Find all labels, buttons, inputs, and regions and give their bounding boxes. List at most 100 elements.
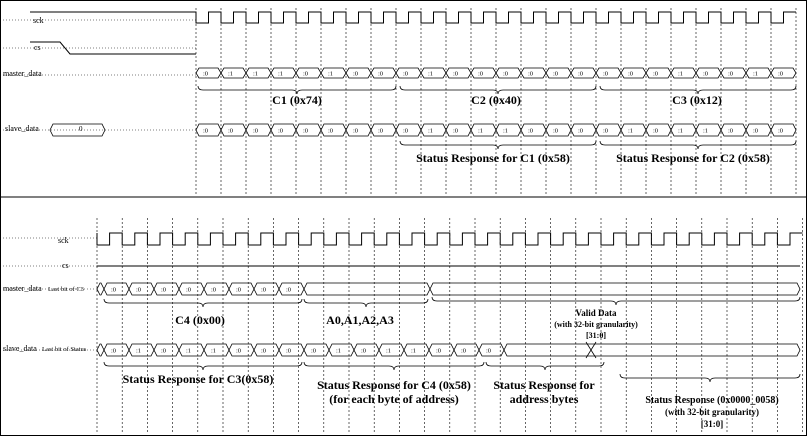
data-bit: :0	[186, 287, 191, 294]
data-cell	[253, 343, 280, 357]
data-cell	[128, 282, 155, 296]
data-cell	[428, 343, 455, 357]
data-bit: :1	[428, 128, 433, 135]
bottom-slave-prev-cell	[96, 343, 105, 357]
brace-status-c1	[399, 140, 597, 150]
data-cell	[353, 343, 380, 357]
data-bit: :0	[603, 71, 608, 78]
data-bit: :0	[653, 71, 658, 78]
data-cell	[228, 343, 255, 357]
data-cell	[345, 67, 372, 79]
label-c3: C3 (0x12)	[672, 93, 722, 107]
top-sck-label: sck	[33, 16, 44, 25]
data-cell	[245, 67, 272, 79]
data-bit: :0	[403, 71, 408, 78]
label-status-c4-2: (for each byte of address)	[329, 392, 459, 406]
bottom-master-valid-cell	[429, 282, 801, 296]
data-cell	[645, 67, 672, 79]
data-bit: :0	[528, 71, 533, 78]
data-bit: :1	[478, 128, 483, 135]
data-cell	[270, 67, 297, 79]
data-cell	[620, 67, 647, 79]
grid-lines	[0, 8, 803, 432]
label-status-c2: Status Response for C2 (0x58)	[616, 151, 770, 165]
data-cell	[103, 343, 130, 357]
data-bit: :0	[453, 71, 458, 78]
data-cell	[695, 123, 722, 137]
top-cs-waveform	[30, 41, 196, 55]
data-bit: :0	[253, 128, 258, 135]
data-cell	[278, 282, 305, 296]
data-bit: :0	[161, 348, 166, 355]
data-bit: :0	[728, 71, 733, 78]
data-cell	[545, 123, 572, 137]
bottom-slave-data-label: slave_data	[3, 344, 37, 353]
data-bit: :0	[136, 287, 141, 294]
top-slave-initial-cell	[49, 123, 106, 137]
data-bit: :0	[361, 348, 366, 355]
data-cell	[745, 123, 772, 137]
data-bit: :0	[303, 128, 308, 135]
data-cell	[420, 67, 447, 79]
data-bit: :0	[228, 128, 233, 135]
data-bit: :0	[311, 348, 316, 355]
data-bit: :0	[553, 71, 558, 78]
data-bit: :1	[703, 128, 708, 135]
data-cell	[470, 67, 497, 79]
label-status-final-1: Status Response (0x0000_0058)	[645, 395, 778, 406]
bottom-cs-label: cs	[62, 261, 69, 270]
data-cell	[295, 123, 322, 137]
data-bit: :0	[261, 348, 266, 355]
data-cell	[403, 343, 430, 357]
data-bit: :0	[378, 71, 383, 78]
brace-c2	[399, 85, 597, 95]
data-cell	[595, 123, 622, 137]
bottom-slave-bus: :0:1:0:1:1:0:0:0:0:1:0:1:1:0:0:0	[103, 343, 505, 357]
data-bit: :1	[136, 348, 141, 355]
label-valid-data-3: [31:0]	[586, 331, 606, 340]
brace-status-c3	[103, 361, 303, 371]
data-bit: :1	[411, 348, 416, 355]
data-bit: :0	[286, 348, 291, 355]
data-bit: :1	[336, 348, 341, 355]
waveforms: :0 :1 :1 :1 :0 :1 :0 :0 :0 :1 :0 :0 :0 :0 :0 :0 :0 :0 :0 :1…	[30, 11, 803, 359]
data-cell	[303, 343, 330, 357]
data-cell	[320, 123, 347, 137]
top-sck-waveform	[30, 11, 796, 24]
data-cell	[195, 67, 222, 79]
data-bit: :0	[653, 128, 658, 135]
data-cell	[495, 123, 522, 137]
data-bit: :0	[403, 128, 408, 135]
label-status-c4-1: Status Response for C4 (0x58)	[317, 378, 471, 392]
bottom-master-data-label: master_data	[3, 284, 42, 293]
label-status-addr-1: Status Response for	[493, 378, 595, 392]
note-last-bit-status: Last bit of Status	[42, 346, 87, 353]
bottom-slave-cross	[585, 341, 597, 359]
data-bit: :0	[603, 128, 608, 135]
label-status-final-3: [31:0]	[701, 419, 724, 429]
top-slave-bus: :0:0:0:0:0:0:0:0:0:1:0:1:1:0:0:0:0:1:0:1…	[195, 123, 797, 137]
data-bit: :0	[353, 71, 358, 78]
data-cell	[445, 123, 472, 137]
brace-address	[303, 298, 429, 308]
data-cell	[570, 123, 597, 137]
data-cell	[128, 343, 155, 357]
data-bit: :0	[211, 287, 216, 294]
data-cell	[178, 282, 205, 296]
data-bit: :1	[503, 128, 508, 135]
data-cell	[470, 123, 497, 137]
data-cell	[220, 123, 247, 137]
data-bit: :0	[753, 128, 758, 135]
data-cell	[720, 123, 747, 137]
data-bit: :0	[203, 71, 208, 78]
data-bit: :1	[186, 348, 191, 355]
brace-status-c2	[599, 140, 797, 150]
data-cell	[395, 67, 422, 79]
brace-c3	[599, 85, 797, 95]
data-cell	[770, 123, 797, 137]
label-c4: C4 (0x00)	[175, 313, 225, 327]
data-cell	[320, 67, 347, 79]
data-bit: :0	[628, 71, 633, 78]
data-bit: :0	[378, 128, 383, 135]
data-cell	[195, 123, 222, 137]
